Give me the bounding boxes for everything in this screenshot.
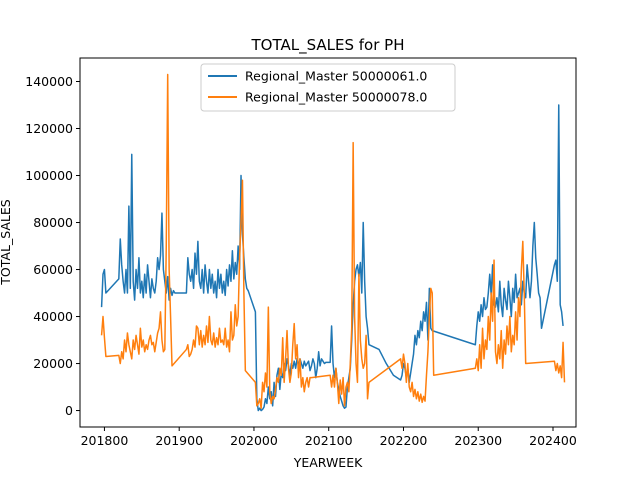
y-tick-label: 20000 [33, 356, 73, 371]
x-axis-label: YEARWEEK [293, 455, 363, 470]
x-tick-label: 202400 [529, 433, 577, 448]
y-tick-label: 60000 [33, 262, 73, 277]
x-tick-label: 201800 [81, 433, 129, 448]
x-tick-label: 202200 [380, 433, 428, 448]
y-tick-label: 120000 [25, 121, 73, 136]
chart-title: TOTAL_SALES for PH [251, 36, 405, 55]
series-line-1 [100, 104, 564, 412]
x-tick-label: 201900 [155, 433, 203, 448]
series-layer [100, 73, 566, 412]
y-axis: 0 20000 40000 60000 80000 100000 120000 140000 [25, 74, 80, 418]
legend: Regional_Master 50000061.0 Regional_Mast… [200, 63, 456, 112]
y-tick-label: 0 [65, 403, 73, 418]
x-tick-label: 202000 [230, 433, 278, 448]
x-axis: 201800 201900 202000 202100 202200 202300 2024… [81, 427, 577, 448]
legend-label-series-1: Regional_Master 50000061.0 [245, 69, 427, 84]
legend-box [200, 63, 456, 112]
y-axis-label: TOTAL_SALES [0, 199, 13, 285]
x-tick-label: 202300 [454, 433, 502, 448]
y-tick-label: 80000 [33, 215, 73, 230]
y-tick-label: 40000 [33, 309, 73, 324]
plot-frame [79, 57, 577, 428]
x-tick-label: 202100 [305, 433, 353, 448]
y-tick-label: 100000 [25, 168, 73, 183]
legend-label-series-2: Regional_Master 50000078.0 [245, 90, 427, 105]
y-tick-label: 140000 [25, 74, 73, 89]
series-line-2 [100, 73, 566, 409]
